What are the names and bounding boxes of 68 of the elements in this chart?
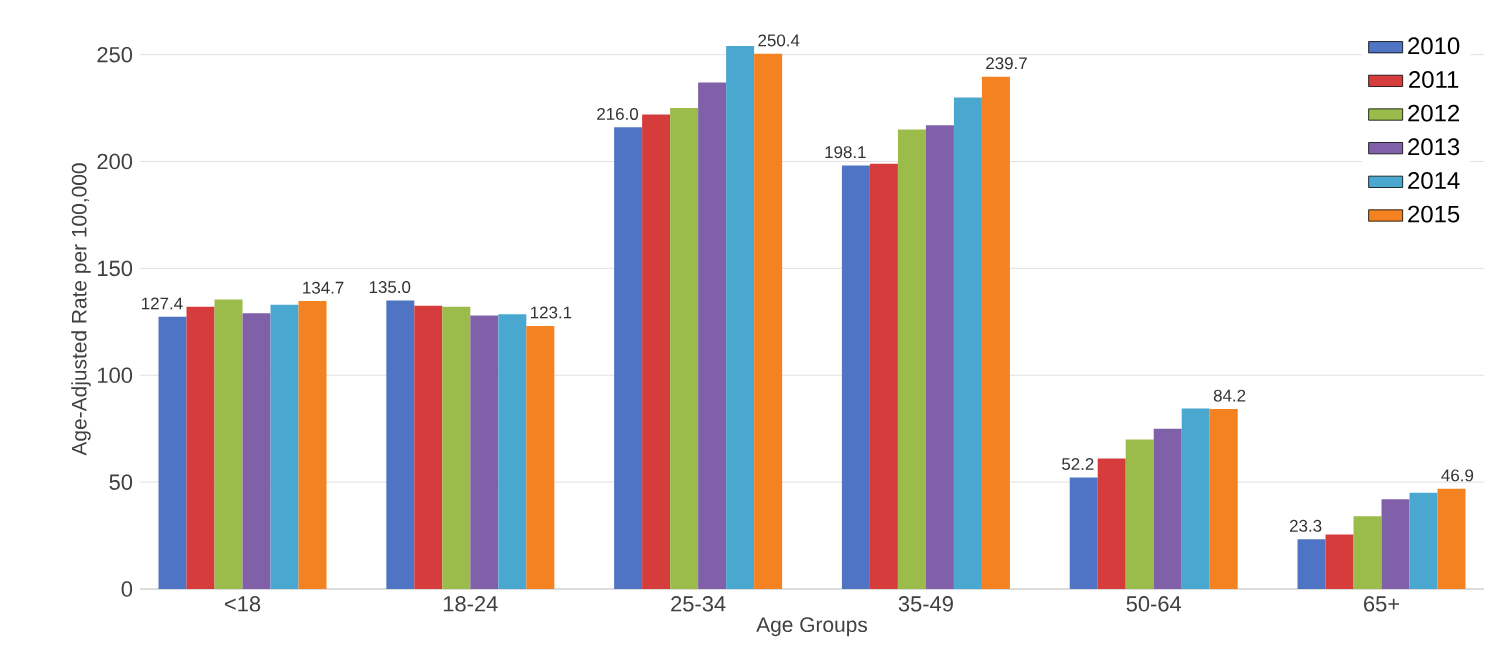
bar [614, 127, 643, 589]
y-tick-label: 250 [97, 46, 133, 63]
bar [1381, 499, 1410, 589]
bar [726, 46, 755, 589]
bar [1325, 534, 1354, 589]
x-tick-label: 18-24 [443, 596, 498, 612]
data-label: 46.9 [1441, 469, 1474, 482]
bar [981, 76, 1010, 589]
bar [1409, 492, 1438, 589]
bar [841, 165, 870, 589]
x-tick-label: 50-64 [1126, 596, 1182, 612]
bar [670, 108, 699, 589]
data-label: 135.0 [369, 281, 411, 294]
data-label: 198.1 [825, 146, 866, 159]
data-label: 23.3 [1290, 519, 1322, 532]
data-label: 84.2 [1213, 389, 1246, 402]
bar [470, 315, 499, 589]
bar [1125, 439, 1154, 589]
bar [1437, 488, 1466, 589]
x-axis-title: Age Groups [756, 617, 868, 637]
bar [1097, 458, 1126, 589]
legend-label: 2011 [1409, 71, 1459, 88]
y-tick-label: 150 [98, 260, 133, 277]
legend-label: 2013 [1408, 138, 1460, 156]
bar [442, 306, 471, 589]
data-label: 52.2 [1062, 458, 1094, 471]
bar [897, 129, 926, 589]
x-tick-label: 25-34 [671, 596, 726, 612]
data-label: 134.7 [303, 281, 344, 294]
bar [925, 125, 954, 589]
data-label: 239.7 [986, 57, 1027, 70]
bar [186, 306, 215, 589]
bar [1353, 516, 1382, 589]
x-tick-label: <18 [225, 596, 261, 612]
bar [214, 299, 243, 589]
y-tick-label: 50 [109, 474, 133, 490]
bar [386, 300, 415, 589]
legend-label: 2012 [1408, 104, 1460, 122]
bar [1297, 539, 1326, 589]
legend-label: 2010 [1408, 37, 1460, 55]
bar [526, 325, 555, 589]
bar [869, 163, 898, 589]
legend-label: 2014 [1408, 171, 1460, 189]
y-tick-label: 100 [98, 367, 133, 384]
bar [1153, 428, 1182, 589]
bar [270, 304, 299, 589]
bar [242, 313, 271, 589]
legend-label: 2015 [1408, 205, 1460, 223]
bar [953, 97, 982, 589]
data-label: 216.0 [597, 107, 639, 120]
data-label: 127.4 [142, 297, 183, 310]
y-axis-title: Age-Adjusted Rate per 100,000 [71, 163, 91, 456]
x-tick-label: 65+ [1364, 596, 1400, 612]
data-label: 123.1 [531, 306, 572, 319]
bar [1181, 408, 1210, 589]
bar [158, 316, 187, 589]
bar [698, 82, 727, 589]
y-tick-label: 200 [97, 153, 133, 170]
bar [754, 53, 783, 589]
data-label: 250.4 [758, 34, 800, 47]
bar [1069, 477, 1098, 589]
bar [498, 314, 527, 589]
bar [642, 114, 671, 589]
x-tick-label: 35-49 [898, 596, 953, 612]
bar [414, 305, 443, 589]
bar [1209, 409, 1238, 589]
bar [298, 301, 327, 589]
y-tick-label: 0 [121, 581, 133, 597]
